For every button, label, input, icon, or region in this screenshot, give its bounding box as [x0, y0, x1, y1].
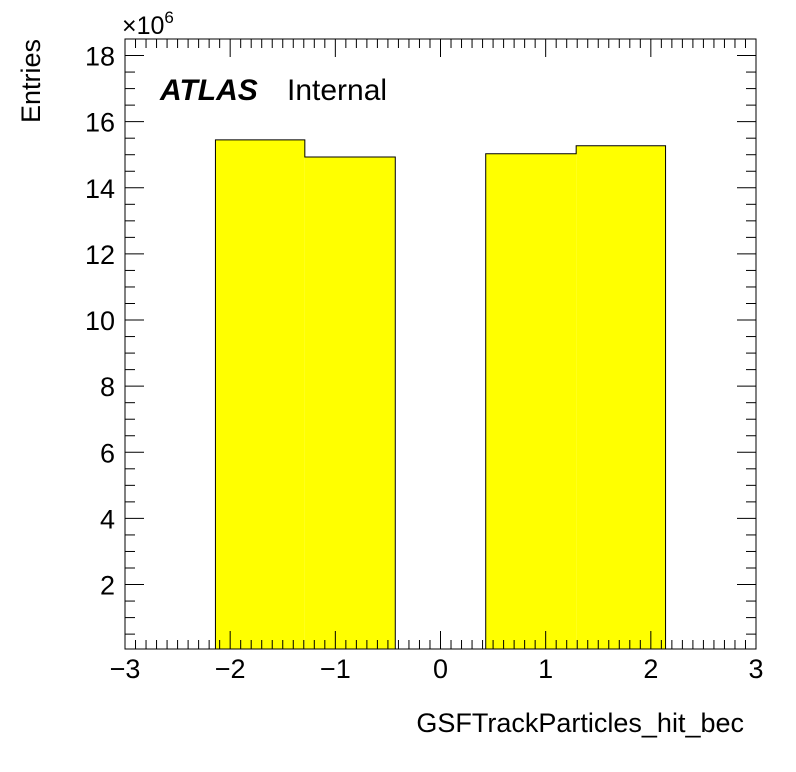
y-multiplier: ×106 — [122, 8, 174, 40]
histogram-bar-0 — [215, 139, 305, 650]
x-tick-label: 0 — [433, 654, 448, 684]
histogram-outline — [214, 139, 667, 649]
x-tick-label: 1 — [538, 654, 553, 684]
y-tick-label: 14 — [85, 174, 115, 204]
y-tick-label: 10 — [85, 306, 115, 336]
histogram-bar-4 — [576, 145, 666, 649]
x-tick-label: −3 — [110, 654, 141, 684]
x-tick-labels: −3 −2 −1 0 1 2 3 — [110, 654, 764, 684]
y-tick-label: 12 — [85, 240, 115, 270]
y-multiplier-base: ×10 — [122, 12, 164, 40]
y-tick-label: 18 — [85, 42, 115, 72]
y-tick-label: 4 — [100, 504, 115, 534]
histogram-bar-1 — [304, 157, 396, 649]
y-tick-labels: 2 4 6 8 10 12 14 16 18 — [85, 42, 115, 601]
internal-label: Internal — [287, 74, 387, 107]
y-tick-label: 8 — [100, 372, 115, 402]
x-tick-label: 3 — [748, 654, 763, 684]
histogram-bars — [214, 139, 667, 650]
histogram-bar-3 — [485, 153, 577, 649]
y-tick-label: 6 — [100, 438, 115, 468]
plot-frame — [124, 38, 757, 650]
x-tick-label: −2 — [215, 654, 246, 684]
y-tick-label: 2 — [100, 571, 115, 601]
x-tick-label: −1 — [320, 654, 351, 684]
x-tick-label: 2 — [643, 654, 658, 684]
atlas-label: ATLAS — [159, 74, 258, 107]
y-multiplier-exponent: 6 — [164, 8, 173, 27]
y-tick-label: 16 — [85, 108, 115, 138]
x-axis-label: GSFTrackParticles_hit_bec — [416, 708, 744, 738]
y-axis-label: Entries — [16, 39, 46, 123]
